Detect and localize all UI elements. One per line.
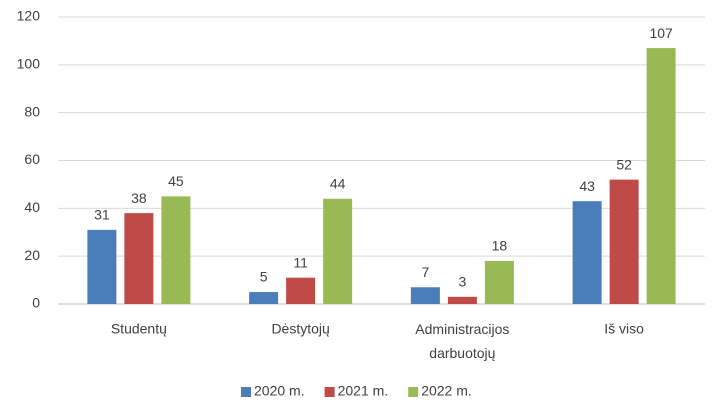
- x-tick-label: Administracijos darbuotojų: [415, 321, 509, 361]
- data-label: 43: [579, 178, 595, 194]
- bar: [87, 229, 117, 304]
- bar: [484, 260, 514, 304]
- y-tick-label: 40: [24, 199, 40, 215]
- legend-label: 2020 m.: [254, 383, 305, 399]
- bar: [609, 179, 639, 304]
- data-label: 44: [330, 175, 346, 191]
- legend-swatch: [408, 387, 419, 397]
- x-tick-label: Dėstytojų: [271, 321, 330, 337]
- bar: [447, 296, 477, 304]
- x-tick-label: Iš viso: [604, 321, 644, 337]
- y-tick-label: 0: [32, 295, 40, 311]
- data-label: 3: [458, 274, 466, 290]
- data-label: 52: [616, 156, 632, 172]
- bar: [249, 292, 279, 304]
- bar: [161, 196, 191, 304]
- data-label: 38: [131, 190, 147, 206]
- y-tick-label: 120: [17, 8, 41, 24]
- x-tick-label: Studentų: [111, 321, 167, 337]
- data-label: 45: [168, 173, 184, 189]
- y-tick-label: 60: [24, 151, 40, 167]
- data-label: 107: [649, 25, 673, 41]
- data-label: 31: [94, 207, 110, 223]
- data-label: 18: [492, 238, 508, 254]
- data-label: 7: [421, 264, 429, 280]
- bar: [286, 277, 316, 304]
- data-label: 11: [293, 254, 308, 270]
- bar: [124, 213, 154, 304]
- bar: [410, 287, 440, 304]
- bar: [323, 198, 353, 304]
- y-tick-label: 100: [17, 56, 41, 72]
- legend-swatch: [324, 387, 335, 397]
- data-label: 5: [260, 269, 268, 285]
- legend-label: 2022 m.: [421, 383, 472, 399]
- y-tick-label: 20: [24, 247, 40, 263]
- bar: [572, 201, 602, 304]
- y-tick-label: 80: [24, 103, 40, 119]
- legend-label: 2021 m.: [338, 383, 389, 399]
- bar: [646, 48, 676, 304]
- legend-swatch: [241, 387, 251, 397]
